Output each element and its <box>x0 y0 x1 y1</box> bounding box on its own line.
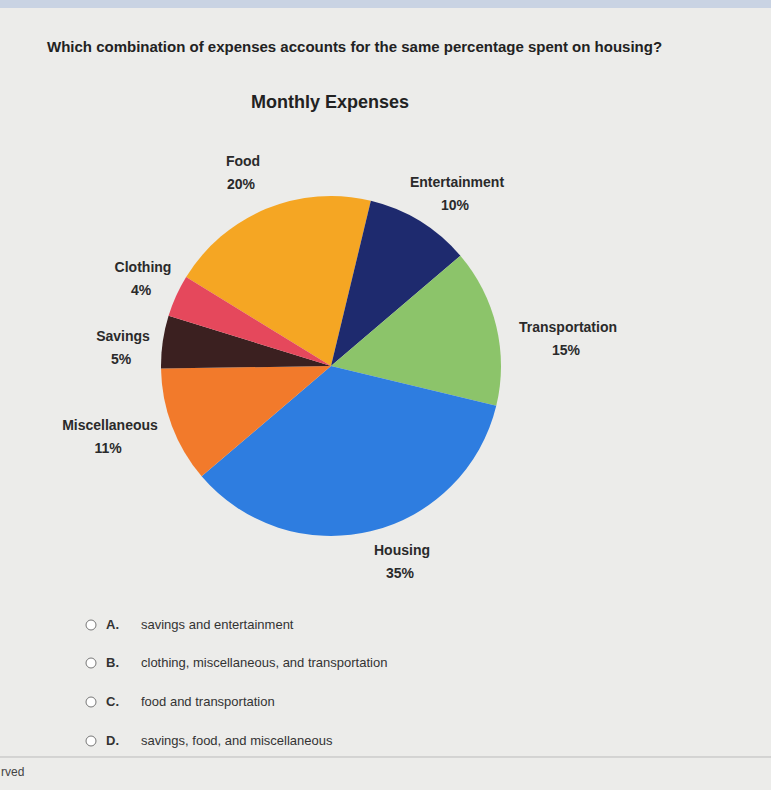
option-text[interactable]: clothing, miscellaneous, and transportat… <box>141 655 387 670</box>
top-strip <box>0 0 771 8</box>
category-label: Miscellaneous <box>62 417 158 433</box>
pie <box>161 196 501 536</box>
option-text[interactable]: savings, food, and miscellaneous <box>141 733 333 748</box>
chart-title: Monthly Expenses <box>251 92 409 112</box>
category-label: Food <box>226 153 260 169</box>
option-letter: A. <box>106 617 119 632</box>
category-label: Entertainment <box>410 174 504 190</box>
options: A. savings and entertainment B. clothing, m… <box>86 617 387 748</box>
value-label: 4% <box>131 282 152 298</box>
slice <box>161 366 331 476</box>
value-label: 20% <box>227 176 256 192</box>
category-label: Housing <box>374 542 430 558</box>
value-label: 35% <box>386 565 415 581</box>
footer-rule <box>0 757 771 758</box>
category-label: Savings <box>96 328 150 344</box>
question: Which combination of expenses accounts f… <box>47 38 662 55</box>
value-label: 11% <box>94 440 122 456</box>
value-label: 15% <box>552 342 581 358</box>
option-letter: D. <box>106 733 119 748</box>
radio-button[interactable] <box>86 736 96 746</box>
radio-button[interactable] <box>86 658 96 668</box>
value-label: 10% <box>441 197 470 213</box>
option-text[interactable]: savings and entertainment <box>141 617 294 632</box>
option-letter: C. <box>106 694 119 709</box>
footer: rved <box>1 765 24 779</box>
option-text[interactable]: food and transportation <box>141 694 275 709</box>
radio-button[interactable] <box>86 697 96 707</box>
radio-button[interactable] <box>86 620 96 630</box>
slice <box>169 277 331 366</box>
category-label: Clothing <box>115 259 172 275</box>
option-letter: B. <box>106 655 119 670</box>
page: Which combination of expenses accounts f… <box>0 0 771 790</box>
category-label: Transportation <box>519 319 617 335</box>
data-labels: Food 20% Entertainment 10% Transportation 15%… <box>62 153 617 581</box>
value-label: 5% <box>111 351 132 367</box>
